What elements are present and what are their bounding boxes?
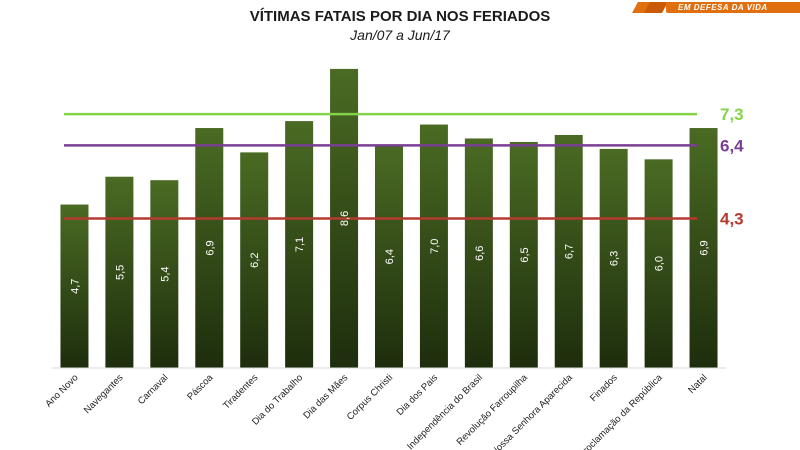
bar (150, 180, 179, 368)
category-tick-label: Dia das Mães (301, 372, 350, 421)
bar-value-label: 6,6 (474, 246, 486, 261)
bar-value-label: 7,1 (294, 237, 306, 252)
bar (195, 128, 224, 368)
reference-lines-group: 7,3 6,4 4,3 (64, 105, 744, 228)
category-tick-label: Finados (588, 372, 620, 404)
bar-value-label: 6,9 (204, 240, 216, 255)
bar (240, 152, 269, 368)
category-tick-label: Proclamação da República (577, 372, 666, 450)
bar (599, 148, 628, 368)
bar (419, 124, 448, 368)
logo: EM DEFESA DA VIDA (630, 0, 800, 16)
chart-title: VÍTIMAS FATAIS POR DIA NOS FERIADOS (249, 8, 551, 25)
bar (60, 204, 89, 368)
bar-value-label: 6,3 (609, 251, 621, 266)
bar-value-label: 8,6 (339, 211, 351, 226)
category-tick-label: Nossa Senhora Aparecida (489, 372, 575, 450)
bar-value-label: 6,5 (519, 247, 531, 262)
category-tick-label: Tiradentes (221, 372, 260, 411)
bar (644, 159, 673, 368)
bar-value-label: 5,5 (114, 265, 126, 280)
bar (509, 141, 538, 368)
category-tick-label: Carnaval (136, 372, 171, 407)
category-tick-label: Corpus Christi (345, 372, 395, 422)
reference-line-label: 7,3 (720, 105, 744, 124)
value-labels-group: 4,7 5,5 5,4 6,9 6,2 7,1 8,6 6,4 7,0 6,6 6,5 6,7 6,3 6… (69, 211, 710, 294)
bar (105, 176, 134, 368)
category-tick-label: Ano Novo (43, 372, 80, 409)
bar-value-label: 4,7 (69, 279, 81, 294)
category-tick-label: Dia dos Pais (395, 372, 441, 418)
bar-value-label: 6,2 (249, 253, 261, 268)
bar (285, 121, 314, 368)
chart-subtitle: Jan/07 a Jun/17 (350, 27, 450, 43)
bars-group (60, 68, 718, 369)
reference-line-label: 6,4 (720, 136, 744, 155)
category-tick-label: Páscoa (185, 372, 216, 403)
bar (689, 128, 718, 368)
logo-stripes-icon (632, 2, 668, 13)
bar (554, 134, 583, 368)
reference-line-label: 4,3 (720, 209, 744, 228)
category-tick-label: Navegantes (82, 372, 126, 416)
bar-value-label: 5,4 (159, 266, 171, 281)
bar-value-label: 6,4 (384, 249, 396, 264)
bar (464, 138, 493, 368)
logo-tagline: EM DEFESA DA VIDA (678, 3, 768, 12)
bar-value-label: 7,0 (429, 239, 441, 254)
category-tick-label: Independência do Brasil (405, 372, 485, 450)
category-labels-group: Ano Novo Navegantes Carnaval Páscoa Tiradent… (43, 372, 709, 450)
bar-value-label: 6,7 (564, 244, 576, 259)
bar-value-label: 6,0 (654, 256, 666, 271)
category-tick-label: Natal (686, 372, 709, 395)
bar (375, 145, 403, 368)
bar-value-label: 6,9 (699, 240, 711, 255)
logo-bar (666, 2, 800, 13)
